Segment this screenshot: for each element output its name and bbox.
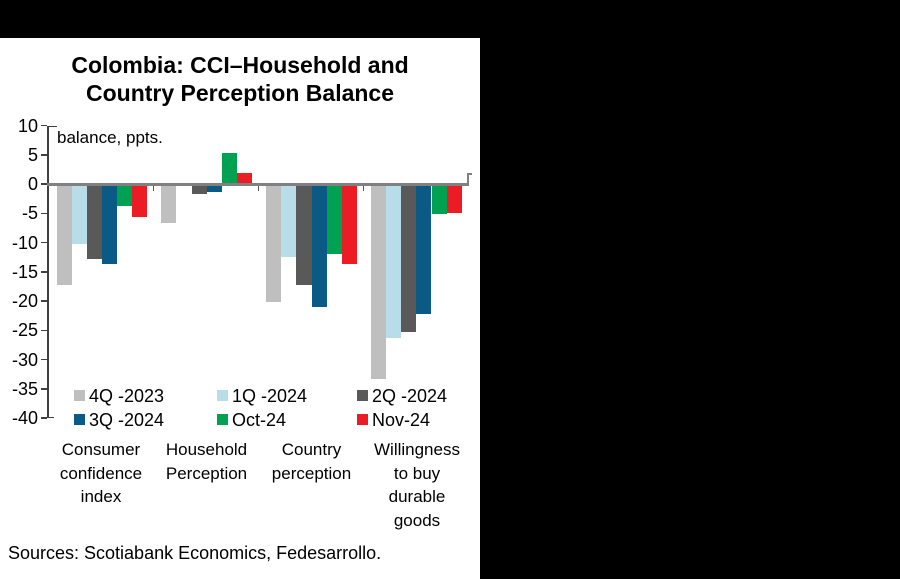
- chart-title-line1: Colombia: CCI–Household and: [71, 52, 409, 78]
- chart-title: Colombia: CCI–Household and Country Perc…: [0, 51, 480, 107]
- bar-3q-2024-consumer-confidence-index: [101, 184, 118, 264]
- legend-label-4q-2023: 4Q -2023: [89, 386, 165, 406]
- y-tick-label--30: -30: [11, 349, 38, 370]
- legend-swatch-3q-2024: [74, 414, 85, 425]
- category-boundary-tick-2: [257, 185, 259, 191]
- bar-4q-2023-willingness-to-buy-durable-goods: [370, 184, 387, 379]
- y-tick-mark--30: [41, 358, 47, 361]
- y-tick-label--20: -20: [11, 291, 38, 311]
- y-tick-mark--25: [41, 329, 47, 331]
- y-tick-label--10: -10: [11, 232, 38, 253]
- legend-label-1q-2024: 1Q -2024: [232, 386, 308, 406]
- bar-3q-2024-household-perception: [206, 184, 222, 192]
- bar-3q-2024-willingness-to-buy-durable-goods: [416, 184, 432, 314]
- plot-area: balance, ppts. 10 5 0 -5 -10 -15 -20 -25 -30 -35 -…: [0, 38, 480, 579]
- bar-nov-24-household-perception: [237, 173, 253, 184]
- sources-note: Sources: Scotiabank Economics, Fedesarro…: [8, 543, 382, 563]
- y-tick-label--15: -15: [11, 261, 38, 282]
- y-tick-mark--5: [41, 212, 47, 214]
- x-axis-end-cap: [467, 173, 472, 175]
- y-axis-bottom-cap: [47, 416, 54, 418]
- bar-oct-24-willingness-to-buy-durable-goods: [431, 184, 447, 215]
- bar-2q-2024-household-perception: [191, 184, 207, 194]
- zero-line: [47, 182, 469, 186]
- y-tick-mark-0: [41, 183, 47, 185]
- bar-oct-24-household-perception: [221, 152, 238, 184]
- category-label-line: goods: [393, 510, 441, 530]
- bar-oct-24-consumer-confidence-index: [117, 184, 133, 207]
- y-tick-label-10: 10: [17, 115, 38, 136]
- category-label-line: Country: [281, 440, 342, 459]
- bar-4q-2023-consumer-confidence-index: [56, 184, 72, 285]
- bar-nov-24-consumer-confidence-index: [132, 184, 148, 217]
- bar-1q-2024-willingness-to-buy-durable-goods: [386, 184, 402, 338]
- bar-3q-2024-country-perception: [311, 184, 327, 307]
- y-tick-mark-5: [41, 154, 47, 156]
- legend-label-nov-24: Nov-24: [372, 410, 431, 430]
- category-boundary-tick-1: [152, 185, 154, 191]
- legend-label-3q-2024: 3Q -2024: [89, 410, 165, 430]
- bar-nov-24-willingness-to-buy-durable-goods: [446, 184, 462, 214]
- y-tick-mark--40: [41, 417, 47, 419]
- y-tick-label--25: -25: [11, 320, 38, 341]
- category-label-line: Willingness: [374, 440, 460, 459]
- y-tick-mark--35: [41, 388, 47, 390]
- y-tick-label--35: -35: [11, 378, 38, 399]
- category-label-line: durable: [388, 487, 446, 506]
- category-label-country-perception: Country perception: [252, 438, 372, 485]
- category-boundary-tick-3: [362, 185, 364, 191]
- chart-title-line2: Country Perception Balance: [85, 80, 395, 106]
- chart-panel: Colombia: CCI–Household and Country Perc…: [0, 38, 480, 579]
- category-label-consumer-confidence-index: Consumer confidence index: [41, 438, 161, 509]
- y-tick-mark--10: [41, 241, 47, 244]
- category-label-willingness-to-buy-durable-goods: Willingness to buy durable goods: [357, 438, 477, 532]
- legend-swatch-oct-24: [217, 414, 228, 425]
- legend-swatch-4q-2023: [74, 390, 85, 401]
- category-label-line: Perception: [165, 463, 248, 483]
- y-tick-label-0: 0: [27, 174, 38, 194]
- bar-oct-24-country-perception: [326, 184, 342, 254]
- y-axis-top-cap: [47, 125, 57, 127]
- bar-1q-2024-country-perception: [281, 184, 297, 257]
- bar-4q-2023-country-perception: [266, 184, 282, 302]
- category-label-line: Household: [165, 440, 248, 459]
- legend-label-oct-24: Oct-24: [232, 410, 287, 430]
- category-label-household-perception: Household Perception: [147, 438, 267, 485]
- y-tick-mark-10: [41, 124, 47, 127]
- bar-2q-2024-willingness-to-buy-durable-goods: [401, 184, 417, 332]
- y-tick-mark--20: [41, 300, 47, 302]
- category-label-line: perception: [271, 463, 352, 483]
- bar-nov-24-country-perception: [341, 184, 357, 265]
- bar-2q-2024-country-perception: [296, 184, 312, 286]
- y-tick-label--5: -5: [21, 203, 38, 224]
- category-label-line: Consumer: [61, 440, 141, 459]
- y-tick-label-5: 5: [27, 144, 38, 165]
- y-axis-line: [47, 125, 49, 418]
- category-label-line: index: [80, 487, 122, 506]
- legend-swatch-1q-2024: [217, 390, 228, 401]
- y-tick-mark--15: [41, 271, 47, 273]
- bar-2q-2024-consumer-confidence-index: [86, 184, 102, 259]
- category-label-line: confidence: [59, 463, 143, 483]
- bar-4q-2023-household-perception: [161, 184, 177, 223]
- bar-1q-2024-consumer-confidence-index: [71, 184, 87, 244]
- axis-unit-label: balance, ppts.: [57, 128, 163, 147]
- legend-swatch-2q-2024: [357, 390, 368, 401]
- legend-swatch-nov-24: [357, 414, 368, 425]
- legend-label-2q-2024: 2Q -2024: [372, 386, 448, 406]
- y-tick-label--40: -40: [11, 408, 38, 428]
- category-label-line: to buy: [393, 463, 441, 483]
- x-axis-end-stub: [467, 173, 469, 183]
